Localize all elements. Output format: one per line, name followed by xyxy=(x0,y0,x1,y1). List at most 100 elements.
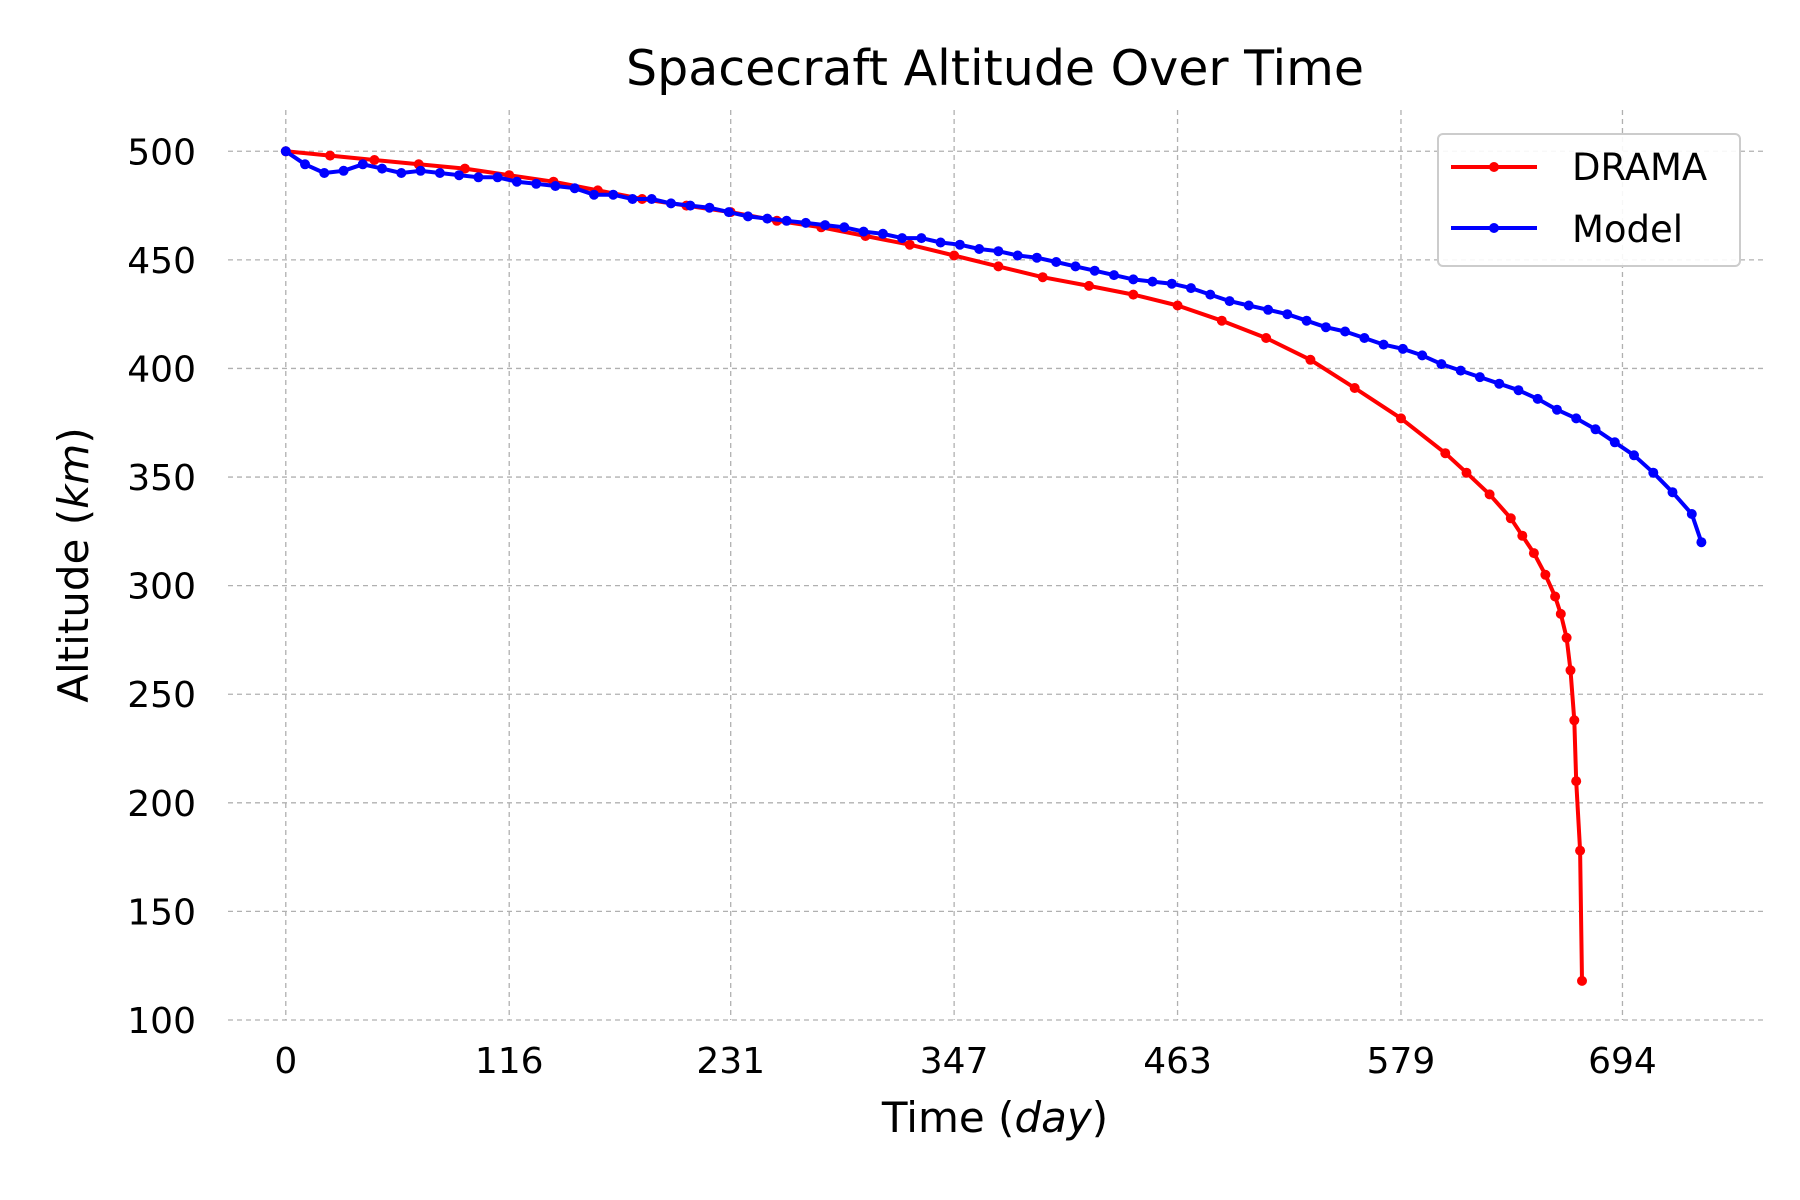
data-point-model xyxy=(685,200,696,211)
data-point-model xyxy=(1609,437,1620,448)
data-point-drama xyxy=(1305,354,1316,365)
data-point-model xyxy=(1359,333,1370,343)
data-point-model xyxy=(1474,372,1485,383)
data-point-model xyxy=(1667,487,1678,498)
data-point-model xyxy=(666,198,676,209)
data-point-model xyxy=(993,246,1004,257)
data-point-model xyxy=(1417,350,1428,361)
data-point-model xyxy=(531,178,542,189)
data-point-drama xyxy=(1577,975,1587,986)
data-point-drama xyxy=(949,250,960,261)
data-point-drama xyxy=(1084,280,1094,291)
data-point-model xyxy=(492,172,503,183)
data-point-drama xyxy=(1440,448,1451,459)
data-point-model xyxy=(1696,537,1707,548)
data-point-model xyxy=(1263,304,1274,315)
data-point-drama xyxy=(1037,272,1048,283)
data-point-model xyxy=(550,181,561,191)
data-point-drama xyxy=(1569,715,1580,726)
x-tick-labels: 0 116 231 347 463 579 694 xyxy=(274,1041,1657,1082)
legend-marker-model xyxy=(1489,223,1499,233)
data-point-model xyxy=(800,217,811,228)
y-tick-label: 150 xyxy=(127,892,196,933)
data-point-model xyxy=(1629,450,1639,461)
data-point-model xyxy=(1147,276,1158,287)
chart-title: Spacecraft Altitude Over Time xyxy=(626,40,1364,97)
data-point-drama xyxy=(1540,569,1551,580)
y-tick-label: 300 xyxy=(127,567,196,608)
x-tick-label: 463 xyxy=(1143,1041,1212,1082)
data-point-model xyxy=(1686,509,1697,519)
data-point-drama xyxy=(1396,413,1406,424)
data-point-model xyxy=(569,183,580,194)
data-point-model xyxy=(1012,250,1023,261)
data-point-model xyxy=(1436,359,1447,370)
data-point-model xyxy=(1282,309,1293,320)
y-tick-labels: 100 150 200 250 300 350 400 450 500 xyxy=(127,132,196,1042)
data-point-model xyxy=(1128,274,1139,285)
legend-label-drama: DRAMA xyxy=(1572,146,1707,189)
data-point-model xyxy=(974,244,985,254)
data-point-model xyxy=(935,237,946,248)
data-point-model xyxy=(1320,322,1331,333)
data-point-model xyxy=(415,165,426,176)
data-point-model xyxy=(1186,283,1196,294)
data-point-model xyxy=(723,207,734,218)
y-tick-label: 350 xyxy=(127,458,196,499)
data-point-drama xyxy=(325,150,336,161)
legend-marker-drama xyxy=(1489,162,1499,172)
data-point-drama xyxy=(1575,845,1586,856)
data-point-drama xyxy=(1550,591,1561,602)
data-point-model xyxy=(300,159,310,170)
data-point-model xyxy=(781,215,792,226)
data-point-model xyxy=(839,222,850,233)
data-point-drama xyxy=(1561,632,1572,643)
data-point-drama xyxy=(904,239,915,250)
data-point-model xyxy=(916,233,927,244)
y-tick-label: 100 xyxy=(127,1001,196,1042)
data-point-drama xyxy=(1461,467,1472,478)
data-point-model xyxy=(627,194,638,204)
y-tick-label: 400 xyxy=(127,349,196,390)
data-point-model xyxy=(1397,343,1408,354)
y-axis-label: Altitude (km) xyxy=(49,427,98,703)
data-point-drama xyxy=(1555,608,1566,619)
data-point-model xyxy=(762,213,773,224)
y-tick-label: 250 xyxy=(127,675,196,716)
data-point-model xyxy=(1031,252,1042,263)
legend: DRAMA Model xyxy=(1437,133,1741,267)
x-tick-label: 694 xyxy=(1588,1041,1657,1082)
data-point-model xyxy=(646,194,657,204)
data-point-model xyxy=(396,168,407,178)
data-point-drama xyxy=(1565,665,1576,676)
data-point-drama xyxy=(1484,489,1495,500)
data-point-model xyxy=(1243,300,1254,311)
data-point-model xyxy=(511,176,522,187)
x-tick-label: 347 xyxy=(920,1041,989,1082)
data-point-model xyxy=(1590,424,1601,435)
x-tick-label: 231 xyxy=(696,1041,765,1082)
x-tick-label: 0 xyxy=(274,1041,297,1082)
data-point-model xyxy=(589,189,599,200)
data-point-model xyxy=(1166,278,1177,289)
data-point-model xyxy=(1455,365,1466,376)
data-point-model xyxy=(1552,404,1562,415)
y-tick-label: 200 xyxy=(127,784,196,825)
series-model xyxy=(280,146,1707,548)
data-point-model xyxy=(877,228,888,239)
legend-label-model: Model xyxy=(1572,208,1683,251)
data-point-model xyxy=(820,220,831,231)
data-point-model xyxy=(1051,257,1062,267)
data-point-drama xyxy=(369,155,380,165)
data-point-model xyxy=(1224,296,1235,307)
data-point-model xyxy=(1648,467,1659,478)
data-point-model xyxy=(319,168,330,178)
data-point-model xyxy=(1301,315,1312,326)
y-tick-label: 500 xyxy=(127,132,196,173)
data-point-drama xyxy=(1517,530,1528,541)
data-point-model xyxy=(1571,413,1582,424)
data-point-drama xyxy=(1505,513,1516,524)
x-tick-label: 116 xyxy=(475,1041,544,1082)
series-line-drama xyxy=(283,149,1584,983)
